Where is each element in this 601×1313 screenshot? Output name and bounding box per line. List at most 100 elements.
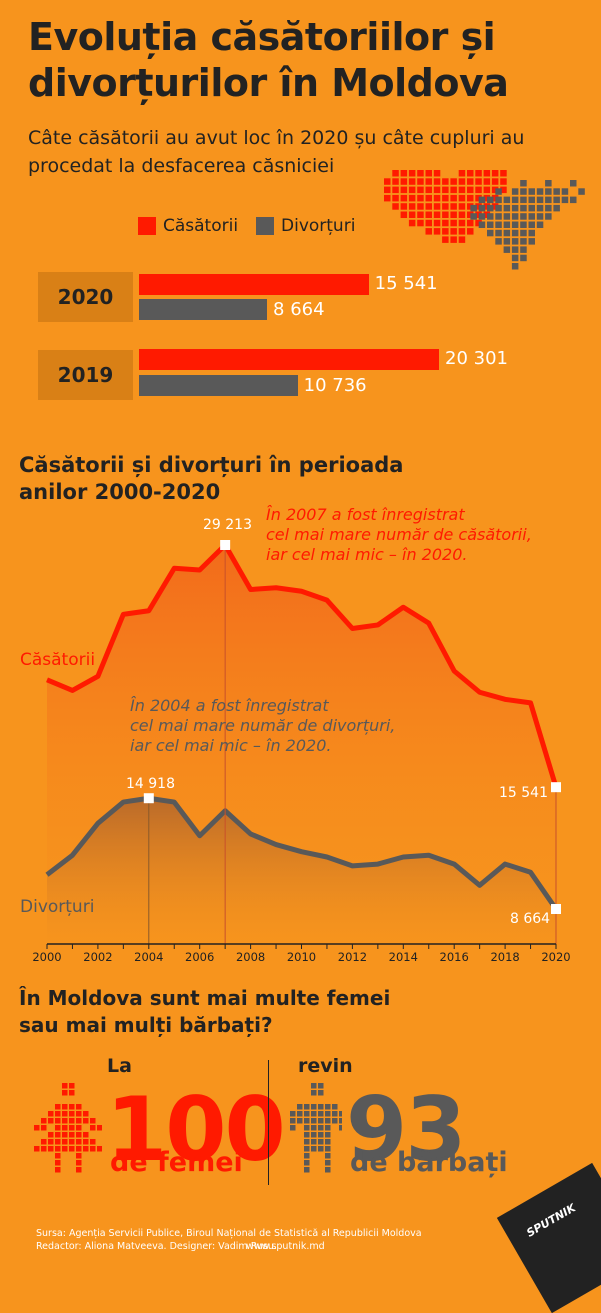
figure-square: [69, 1104, 75, 1110]
figure-square: [318, 1111, 324, 1117]
heart-square: [491, 186, 499, 194]
heart-square: [475, 178, 482, 185]
figure-square: [55, 1146, 61, 1152]
heart-square: [520, 238, 527, 245]
legend-marriages-label: Căsătorii: [163, 216, 239, 236]
heart-square: [433, 178, 441, 185]
heart-square: [425, 219, 432, 227]
heart-square: [511, 204, 519, 212]
heart-square: [491, 203, 499, 210]
figure-square: [69, 1111, 75, 1117]
figure-square: [62, 1111, 68, 1117]
figure-square: [97, 1146, 102, 1152]
women-label: de femei: [110, 1147, 243, 1178]
heart-square: [528, 229, 535, 237]
figure-square: [325, 1118, 331, 1124]
figure-square: [318, 1104, 324, 1110]
heart-square: [450, 228, 457, 235]
heart-square: [511, 196, 519, 204]
figure-square: [318, 1125, 324, 1131]
figure-square: [297, 1104, 303, 1110]
heart-square: [425, 211, 432, 218]
page-subtitle: Câte căsătorii au avut loc în 2020 șu câ…: [28, 124, 568, 180]
figure-square: [325, 1125, 331, 1131]
heart-square: [400, 211, 408, 218]
figure-square: [41, 1139, 47, 1145]
heart-square: [400, 178, 408, 185]
figure-square: [325, 1104, 331, 1110]
figure-square: [69, 1125, 75, 1131]
bar-marriages-2019: [139, 349, 439, 370]
x-tick-label: 2014: [388, 950, 418, 964]
heart-square: [520, 221, 527, 228]
heart-square: [433, 211, 441, 218]
heart-square: [503, 196, 511, 204]
figure-square: [339, 1111, 342, 1117]
men-label: de bărbați: [350, 1147, 508, 1178]
heart-square: [433, 194, 441, 202]
heart-square: [392, 170, 399, 177]
figure-square: [62, 1104, 68, 1110]
figure-square: [325, 1146, 331, 1152]
figure-square: [55, 1118, 61, 1124]
heart-square: [442, 228, 449, 235]
figure-square: [304, 1160, 310, 1166]
heart-square: [483, 186, 491, 194]
heart-square: [458, 194, 466, 202]
figure-square: [332, 1118, 338, 1124]
heart-square: [408, 178, 416, 185]
figure-square: [76, 1111, 82, 1117]
heart-square: [545, 213, 552, 220]
note-marriages: În 2007 a fost înregistrat cel mai mare …: [266, 505, 566, 565]
heart-square: [528, 238, 535, 245]
heart-square: [392, 178, 399, 185]
heart-square: [495, 213, 502, 220]
note-marriages-line-1: În 2007 a fost înregistrat: [266, 505, 465, 524]
figure-square: [290, 1118, 296, 1124]
figure-square: [48, 1118, 54, 1124]
heart-square: [467, 211, 474, 218]
heart-square: [520, 213, 527, 220]
heart-square: [570, 180, 577, 187]
heart-square: [487, 229, 494, 237]
heart-square: [458, 211, 466, 218]
figure-square: [325, 1167, 331, 1173]
heart-square: [417, 186, 424, 194]
figure-square: [69, 1118, 75, 1124]
heart-square: [511, 238, 519, 245]
heart-square: [511, 263, 519, 270]
heart-square: [442, 194, 449, 202]
figure-square: [69, 1083, 75, 1089]
heart-square: [528, 204, 535, 212]
heart-square: [536, 196, 544, 204]
heart-square: [400, 194, 408, 202]
max-divorces-label: 14 918: [126, 776, 175, 792]
heart-square: [495, 204, 502, 212]
figure-square: [76, 1125, 82, 1131]
heart-square: [495, 221, 502, 228]
gender-question-line-2: sau mai mulți bărbați?: [19, 1013, 273, 1037]
heart-square: [491, 194, 499, 202]
footer-source: Sursa: Agenția Servicii Publice, Biroul …: [36, 1228, 422, 1239]
heart-square: [425, 170, 432, 177]
heart-square: [520, 196, 527, 204]
note-marriages-line-3: iar cel mai mic – în 2020.: [266, 545, 468, 564]
value-divorces-2019: 10 736: [303, 375, 367, 396]
figure-square: [297, 1111, 303, 1117]
series-label-marriages: Căsătorii: [20, 650, 96, 670]
footer-site: www.sputnik.md: [246, 1241, 325, 1252]
heart-square: [475, 219, 482, 227]
figure-square: [311, 1104, 317, 1110]
figure-square: [90, 1125, 96, 1131]
figure-square: [325, 1132, 331, 1138]
series-label-divorces: Divorțuri: [20, 897, 95, 917]
figure-square: [318, 1083, 324, 1089]
divorces-line: [45, 795, 559, 911]
divider: [268, 1060, 269, 1185]
area-chart: [45, 540, 561, 949]
heart-square: [392, 194, 399, 202]
figure-square: [62, 1139, 68, 1145]
heart-square: [417, 203, 424, 210]
heart-square: [433, 186, 441, 194]
heart-square: [478, 196, 486, 204]
